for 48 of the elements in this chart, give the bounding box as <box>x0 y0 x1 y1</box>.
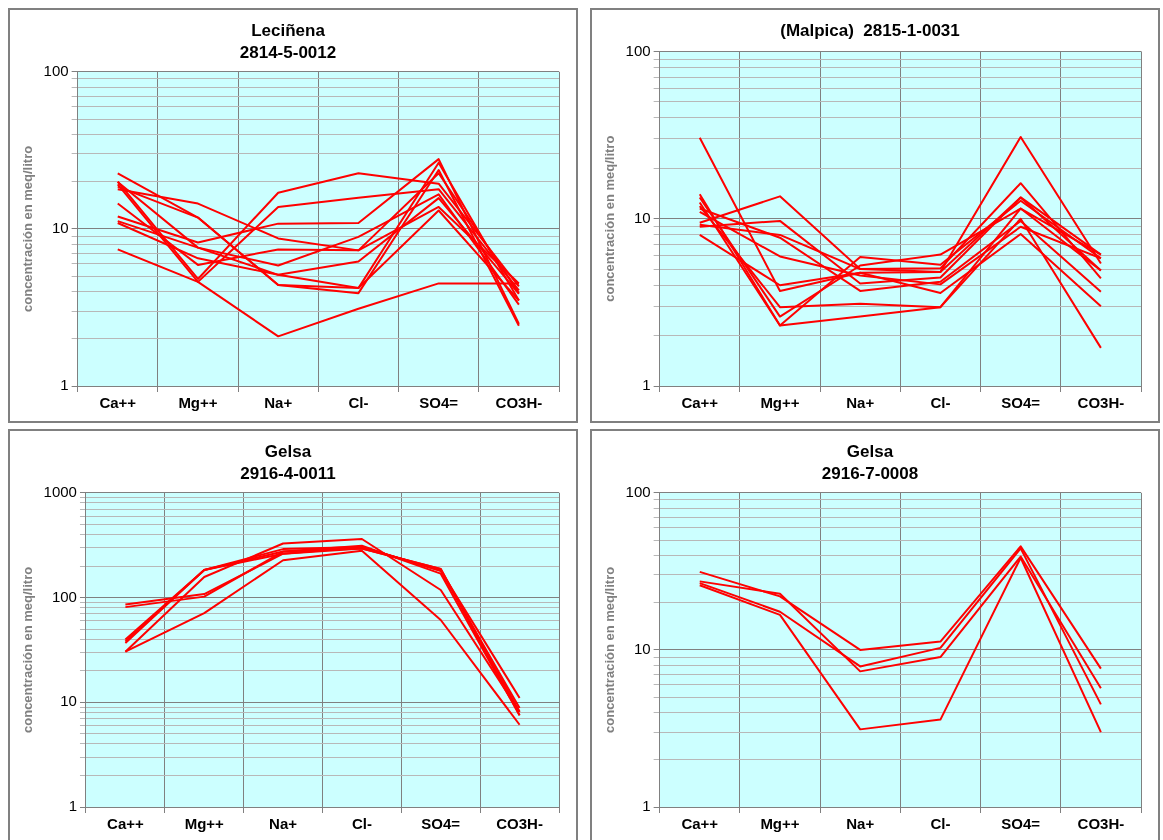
x-tick-label: SO4= <box>1001 815 1041 833</box>
x-tick-label: Na+ <box>846 815 875 833</box>
y-axis-title: concentración en meq/litro <box>602 566 618 733</box>
chart-subtitle: 2916-7-0008 <box>821 464 919 484</box>
x-tick-label: Cl- <box>930 394 951 412</box>
chart-title: (Malpica) 2815-1-0031 <box>780 20 960 40</box>
chart-title: Gelsa <box>264 441 312 461</box>
x-tick-label: CO3H- <box>1077 394 1125 412</box>
y-axis-title: concentración en meq/litro <box>602 135 618 302</box>
y-tick-label: 1 <box>68 797 77 815</box>
x-tick-label: Mg++ <box>184 815 225 833</box>
x-tick-label: Cl- <box>930 815 951 833</box>
x-tick-label: Ca++ <box>99 394 137 412</box>
x-tick-label: Ca++ <box>681 815 719 833</box>
chart-subtitle: 2814-5-0012 <box>239 43 337 63</box>
chart-subtitle: 2916-4-0011 <box>240 464 336 484</box>
y-tick-label: 100 <box>43 61 69 79</box>
x-tick-label: Na+ <box>264 394 293 412</box>
y-tick-label: 1 <box>642 797 651 815</box>
x-tick-label: Cl- <box>351 815 372 833</box>
y-tick-label: 10 <box>60 692 77 710</box>
chart-title: Leciñena <box>251 20 326 40</box>
y-tick-label: 100 <box>625 482 651 500</box>
x-tick-label: Na+ <box>269 815 298 833</box>
y-tick-label: 1000 <box>43 482 77 500</box>
x-tick-label: Mg++ <box>760 815 800 833</box>
y-axis-title: concentración en meq/litro <box>20 566 36 733</box>
x-tick-label: Mg++ <box>760 394 800 412</box>
y-tick-label: 10 <box>51 219 69 237</box>
y-tick-label: 10 <box>633 208 651 226</box>
y-tick-label: 100 <box>625 41 651 59</box>
x-tick-label: Ca++ <box>107 815 144 833</box>
y-axis-title: concentración en meq/litro <box>20 145 36 312</box>
y-tick-label: 10 <box>633 640 651 658</box>
y-tick-label: 1 <box>60 376 69 394</box>
x-tick-label: Ca++ <box>681 394 719 412</box>
x-tick-label: SO4= <box>1001 394 1041 412</box>
x-tick-label: SO4= <box>421 815 461 833</box>
x-tick-label: Mg++ <box>178 394 218 412</box>
x-tick-label: CO3H- <box>1077 815 1125 833</box>
x-tick-label: Cl- <box>348 394 369 412</box>
x-tick-label: SO4= <box>419 394 459 412</box>
x-tick-label: CO3H- <box>496 815 543 833</box>
x-tick-label: CO3H- <box>495 394 543 412</box>
chart-title: Gelsa <box>846 441 894 461</box>
y-tick-label: 100 <box>51 587 77 605</box>
x-tick-label: Na+ <box>846 394 875 412</box>
y-tick-label: 1 <box>642 376 651 394</box>
